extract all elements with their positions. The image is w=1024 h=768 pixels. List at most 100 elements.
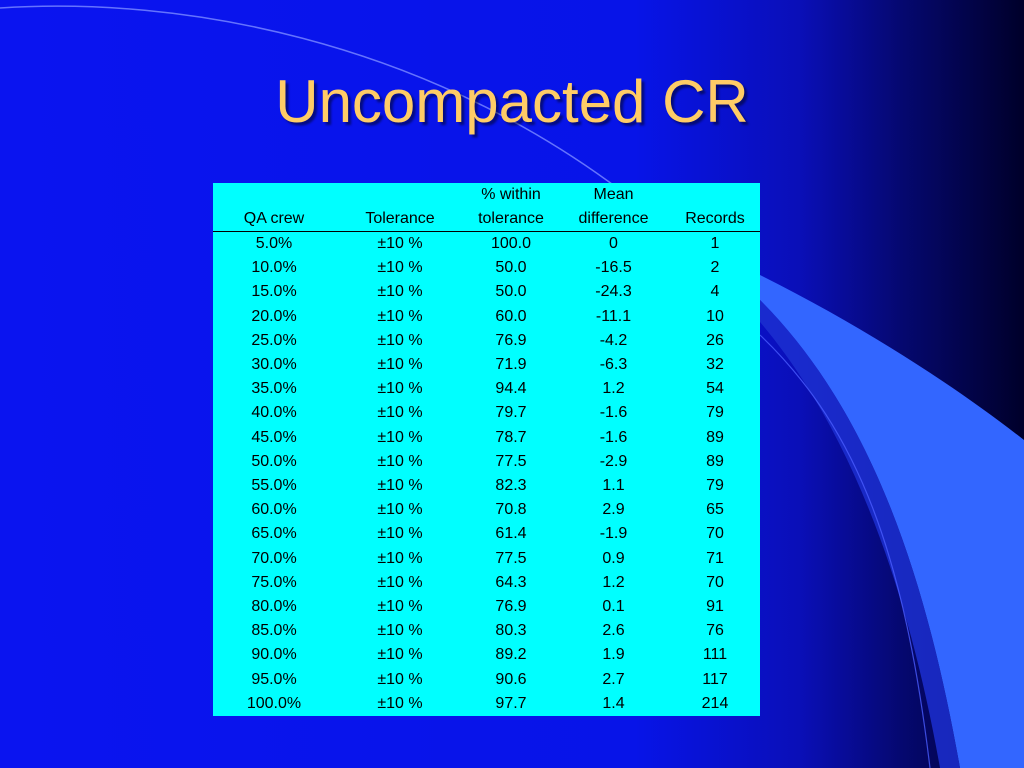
cell-records: 26 (706, 331, 724, 349)
table-row: 55.0% ±10 % 82.3 1.1 79 (213, 474, 760, 498)
header-cell: % within (481, 186, 541, 203)
table-row: 25.0% ±10 % 76.9 -4.2 26 (213, 329, 760, 353)
cell-within-tolerance: 71.9 (495, 356, 527, 374)
cell-tolerance: ±10 % (377, 646, 423, 664)
cell-qa-crew: 5.0% (255, 235, 293, 252)
cell-records: 79 (706, 477, 724, 495)
table-row: 15.0% ±10 % 50.0 -24.3 4 (213, 280, 760, 304)
cell-records: 71 (706, 549, 724, 567)
table-row: 100.0% ±10 % 97.7 1.4 214 (213, 692, 760, 716)
table-row: 45.0% ±10 % 78.7 -1.6 89 (213, 426, 760, 450)
cell-tolerance: ±10 % (377, 404, 423, 422)
cell-tolerance: ±10 % (377, 428, 423, 446)
cell-qa-crew: 35.0% (251, 380, 297, 398)
cell-mean-difference: 0 (609, 235, 618, 252)
table-header-row-2: QA crew Tolerance tolerance difference R… (213, 207, 760, 232)
cell-mean-difference: -24.3 (595, 283, 632, 301)
cell-tolerance: ±10 % (377, 235, 423, 252)
cell-within-tolerance: 79.7 (495, 404, 527, 422)
cell-within-tolerance: 78.7 (495, 428, 527, 446)
cell-records: 32 (706, 356, 724, 374)
cell-within-tolerance: 90.6 (495, 670, 527, 688)
cell-records: 214 (701, 694, 729, 712)
header-within-tolerance: tolerance (465, 207, 557, 232)
cell-mean-difference: -11.1 (595, 307, 632, 325)
cell-qa-crew: 45.0% (251, 428, 297, 446)
header-tolerance: Tolerance (335, 207, 465, 232)
cell-within-tolerance: 89.2 (495, 646, 527, 664)
cell-records: 54 (706, 380, 724, 398)
cell-records: 117 (702, 670, 728, 688)
cell-qa-crew: 70.0% (251, 549, 297, 567)
cell-records: 111 (702, 646, 728, 664)
table-row: 60.0% ±10 % 70.8 2.9 65 (213, 498, 760, 522)
cell-qa-crew: 50.0% (251, 452, 297, 470)
cell-mean-difference: 1.9 (602, 646, 625, 664)
slide-title: Uncompacted CR (275, 68, 749, 135)
header-records: Records (670, 207, 760, 232)
table-row: 95.0% ±10 % 90.6 2.7 117 (213, 668, 760, 692)
cell-records: 89 (706, 428, 724, 446)
table-body: 5.0% ±10 % 100.0 0 1 10.0% ±10 % 50.0 -16.5 2 15.0… (213, 232, 760, 717)
table-row: 70.0% ±10 % 77.5 0.9 71 (213, 547, 760, 571)
cell-within-tolerance: 70.8 (495, 501, 527, 519)
cell-records: 65 (706, 501, 724, 519)
cell-tolerance: ±10 % (377, 283, 423, 301)
cell-qa-crew: 40.0% (251, 404, 297, 422)
cell-qa-crew: 80.0% (251, 598, 297, 616)
cell-within-tolerance: 64.3 (495, 573, 527, 591)
decor-swoosh-band (760, 300, 960, 768)
table-row: 75.0% ±10 % 64.3 1.2 70 (213, 571, 760, 595)
cell-qa-crew: 15.0% (251, 283, 297, 301)
cell-records: 4 (710, 283, 720, 301)
header-cell (335, 183, 465, 207)
table-row: 10.0% ±10 % 50.0 -16.5 2 (213, 256, 760, 280)
cell-within-tolerance: 61.4 (495, 525, 527, 543)
cell-within-tolerance: 77.5 (495, 549, 527, 567)
cell-mean-difference: 0.9 (602, 549, 625, 567)
cell-within-tolerance: 50.0 (495, 283, 527, 301)
cell-qa-crew: 65.0% (251, 525, 297, 543)
cell-tolerance: ±10 % (377, 501, 423, 519)
cell-qa-crew: 95.0% (251, 670, 297, 688)
cell-within-tolerance: 100.0 (490, 235, 532, 252)
table-row: 65.0% ±10 % 61.4 -1.9 70 (213, 522, 760, 546)
cell-mean-difference: 1.2 (602, 380, 625, 398)
table-header-row-1: % within Mean (213, 183, 760, 207)
cell-tolerance: ±10 % (377, 549, 423, 567)
cell-tolerance: ±10 % (377, 356, 423, 374)
table-row: 40.0% ±10 % 79.7 -1.6 79 (213, 401, 760, 425)
cell-tolerance: ±10 % (377, 331, 423, 349)
cell-tolerance: ±10 % (377, 380, 423, 398)
cell-mean-difference: 2.7 (602, 670, 625, 688)
cell-within-tolerance: 50.0 (495, 259, 527, 277)
cell-within-tolerance: 76.9 (495, 598, 527, 616)
cell-records: 10 (706, 307, 724, 325)
table-row: 50.0% ±10 % 77.5 -2.9 89 (213, 450, 760, 474)
cell-tolerance: ±10 % (377, 452, 423, 470)
cell-qa-crew: 60.0% (251, 501, 297, 519)
cell-tolerance: ±10 % (377, 573, 423, 591)
cell-mean-difference: 1.4 (602, 694, 625, 712)
cell-records: 79 (706, 404, 724, 422)
cell-records: 70 (706, 573, 724, 591)
cell-mean-difference: 0.1 (602, 598, 625, 616)
cell-qa-crew: 10.0% (251, 259, 297, 277)
decor-curve-line (759, 334, 931, 768)
cell-records: 2 (710, 259, 720, 277)
decor-right-swoosh (760, 275, 1024, 768)
cell-mean-difference: -1.9 (599, 525, 628, 543)
cell-qa-crew: 30.0% (251, 356, 297, 374)
cell-mean-difference: -4.2 (599, 331, 628, 349)
table-row: 80.0% ±10 % 76.9 0.1 91 (213, 595, 760, 619)
cell-mean-difference: 2.9 (602, 501, 625, 519)
header-mean-difference: difference (557, 207, 670, 232)
cell-records: 89 (706, 452, 724, 470)
cell-tolerance: ±10 % (377, 670, 423, 688)
cell-within-tolerance: 94.4 (495, 380, 527, 398)
cell-mean-difference: 2.6 (602, 622, 625, 640)
cell-mean-difference: 1.2 (602, 573, 625, 591)
cell-tolerance: ±10 % (377, 598, 423, 616)
